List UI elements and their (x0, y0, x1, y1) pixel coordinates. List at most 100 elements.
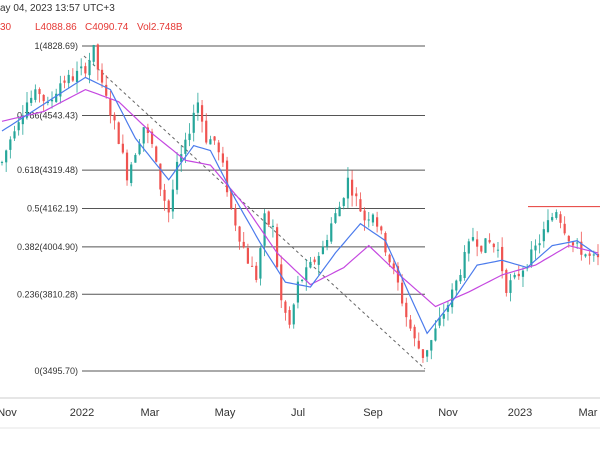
candle (421, 349, 425, 363)
candle-body (434, 328, 437, 341)
candle (376, 211, 379, 233)
candle-body (334, 213, 337, 223)
header-low: L4088.86 (35, 22, 77, 33)
candle-body (113, 114, 116, 121)
candle (463, 245, 466, 281)
candle-body (88, 60, 91, 76)
candle (9, 136, 12, 159)
candle (100, 63, 104, 88)
header-volume: Vol2.748B (137, 22, 183, 33)
candle-body (205, 120, 208, 143)
candle (238, 225, 241, 250)
candle (563, 216, 566, 236)
candle (42, 94, 45, 112)
candle (305, 259, 308, 291)
candle (313, 256, 316, 265)
candle-body (367, 219, 370, 221)
candle-body (284, 301, 287, 313)
candle (63, 75, 66, 89)
candle-body (130, 164, 133, 184)
candle-body (313, 259, 316, 263)
candle-body (13, 131, 16, 139)
candle (392, 258, 395, 275)
candle-body (92, 44, 95, 62)
candle-body (321, 246, 325, 255)
candle (75, 61, 79, 93)
candle-body (225, 160, 229, 193)
x-tick-label: 2022 (70, 407, 94, 419)
candle (300, 278, 304, 283)
candle-body (350, 179, 354, 196)
candle-body (496, 249, 500, 251)
candle-body (184, 139, 187, 154)
candle (488, 233, 491, 244)
candle-body (467, 241, 470, 254)
candle-body (584, 254, 587, 257)
candle (138, 138, 141, 156)
candle (509, 273, 512, 302)
candle-body (234, 208, 237, 226)
candle-body (576, 242, 579, 244)
candle (117, 121, 120, 145)
candle (446, 300, 450, 321)
candle-body (355, 193, 358, 197)
candle-body (71, 76, 74, 81)
candle (250, 256, 254, 267)
candle-body (325, 240, 329, 247)
candle-body (280, 264, 283, 301)
candle-body (188, 133, 191, 141)
candle (59, 75, 62, 104)
candle-body (275, 227, 279, 267)
candle (271, 219, 275, 238)
candle (413, 324, 416, 347)
candle (455, 279, 458, 296)
candle (213, 136, 216, 145)
candle-body (413, 326, 416, 339)
candle (359, 192, 362, 213)
candle (21, 105, 24, 135)
candle (192, 104, 195, 142)
candle (255, 261, 258, 283)
candle (125, 149, 129, 186)
candle-body (505, 269, 508, 293)
candle-body (34, 89, 37, 100)
candle (484, 238, 487, 254)
candle-body (196, 102, 199, 113)
candle-body (217, 142, 220, 153)
candle (588, 251, 591, 265)
candle-body (559, 214, 562, 223)
candle-body (480, 245, 483, 252)
candle-body (330, 223, 333, 242)
candle-body (242, 241, 245, 248)
candle-body (542, 229, 545, 242)
candle (221, 146, 224, 167)
candle (330, 217, 333, 244)
candle (367, 211, 370, 228)
candle-body (259, 248, 262, 279)
candle (109, 90, 112, 124)
candle (492, 242, 495, 253)
candle (155, 145, 158, 163)
candle (292, 303, 295, 329)
candle (242, 232, 245, 249)
candle-body (376, 217, 379, 227)
candle-body (180, 154, 183, 162)
candle (405, 297, 408, 327)
candle-body (75, 70, 79, 82)
candle (142, 127, 145, 152)
candle-body (221, 153, 224, 163)
candle-body (451, 289, 454, 308)
candle-body (84, 66, 87, 74)
candle-body (138, 143, 141, 155)
candle-body (363, 210, 366, 221)
candle-body (380, 226, 383, 231)
x-tick-label: Mar (579, 407, 598, 419)
candle-body (67, 74, 70, 84)
candle-body (421, 349, 425, 358)
candle-body (417, 340, 420, 349)
candle (284, 300, 287, 321)
candle (350, 170, 354, 207)
candle-body (388, 254, 391, 263)
candle-body (305, 267, 308, 281)
